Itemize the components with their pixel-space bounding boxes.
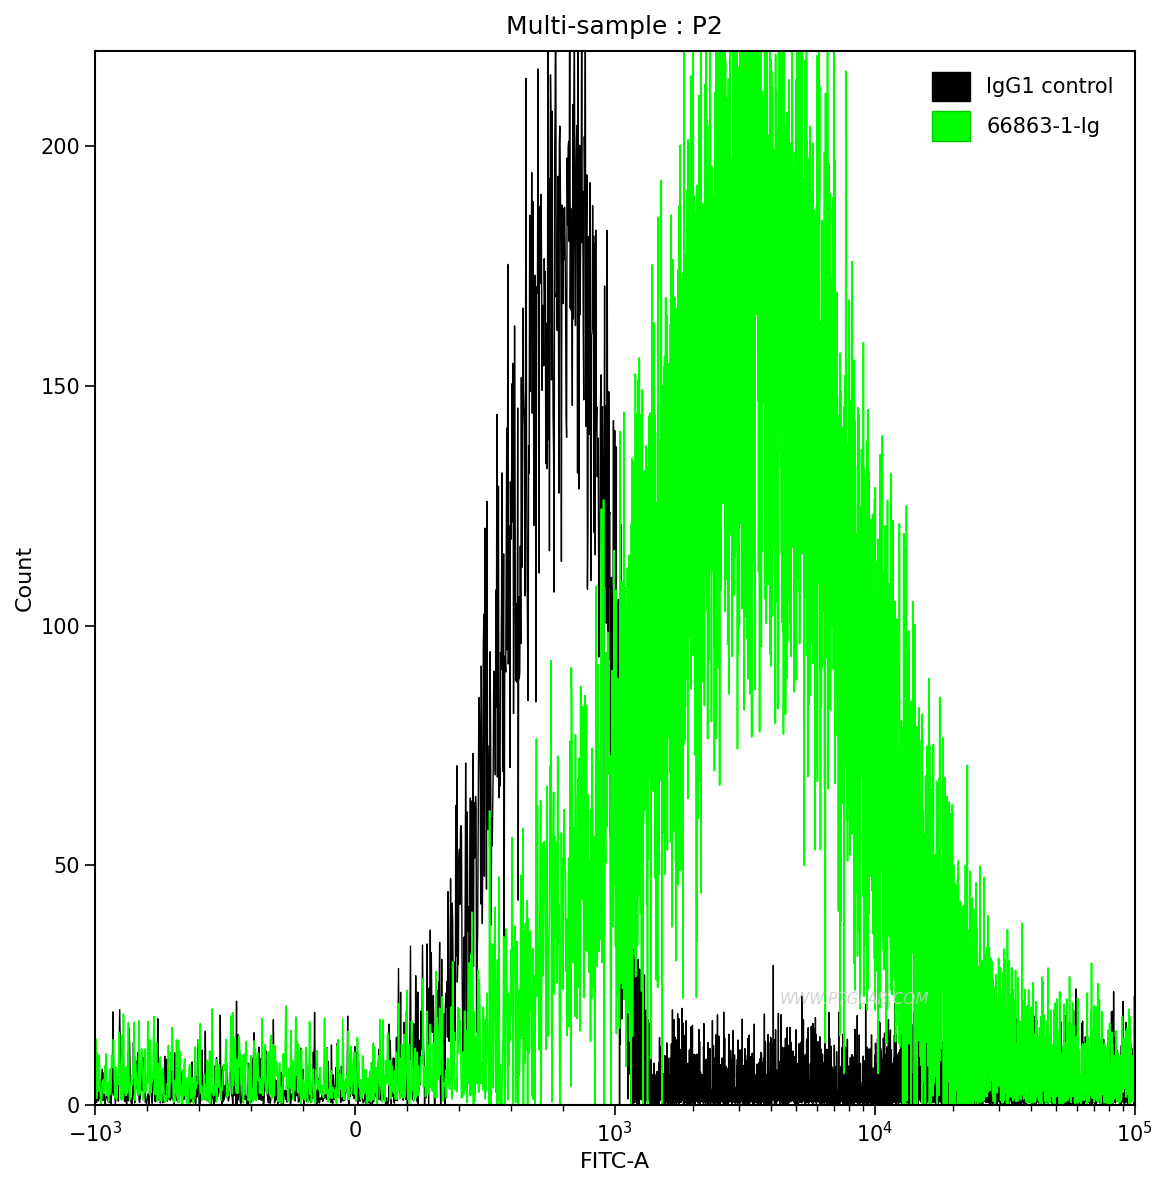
X-axis label: FITC-A: FITC-A: [579, 1153, 649, 1172]
Title: Multi-sample : P2: Multi-sample : P2: [506, 15, 723, 39]
Y-axis label: Count: Count: [15, 545, 35, 610]
Legend: IgG1 control, 66863-1-Ig: IgG1 control, 66863-1-Ig: [922, 61, 1124, 151]
Text: WWW.PTGLAB.COM: WWW.PTGLAB.COM: [779, 991, 929, 1007]
